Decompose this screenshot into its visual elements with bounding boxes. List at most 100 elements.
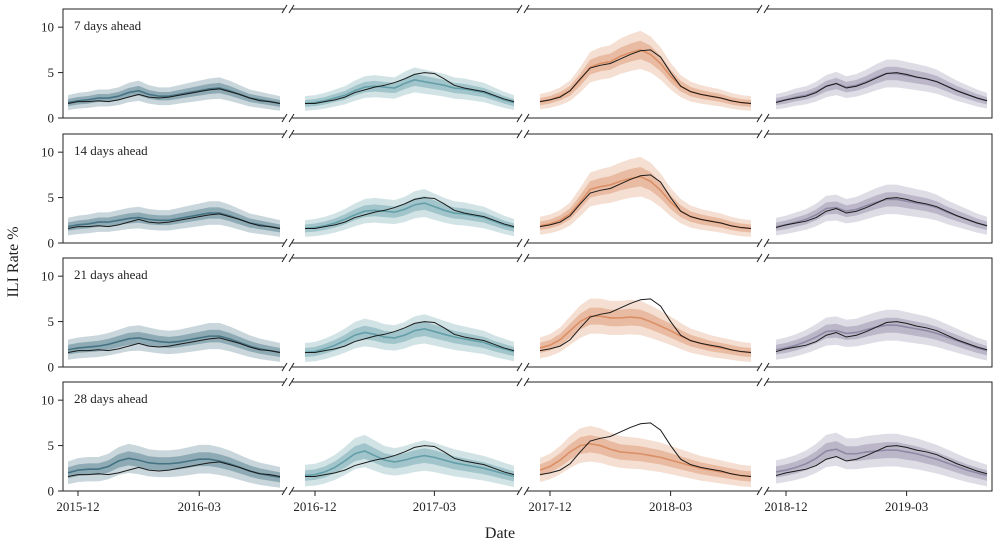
axis-break-gap — [519, 132, 527, 136]
x-tick-label: 2018-12 — [764, 499, 807, 514]
row-label: 14 days ahead — [74, 143, 148, 158]
observed-line — [305, 445, 515, 477]
rows-layer: 0 5 10 7 days ahead 0 5 10 14 days ahead 0 5 10 21 … — [41, 4, 993, 499]
y-tick-label: 10 — [41, 145, 54, 160]
outer-interval-band — [540, 426, 751, 488]
x-axis: 2015-12 2016-03 2016-12 2017-03 2017-12 2018-… — [56, 491, 928, 514]
season-2015-12 — [67, 77, 281, 111]
axis-break-mark — [516, 113, 523, 123]
axis-break-mark — [281, 377, 288, 387]
observed-line — [67, 337, 281, 353]
axis-break-mark — [523, 362, 530, 372]
panel-frame — [62, 133, 993, 244]
outer-interval-band — [305, 434, 514, 488]
axis-break-mark — [516, 362, 523, 372]
observed-line — [539, 422, 752, 477]
season-2018-12 — [775, 184, 988, 236]
axis-break-mark — [756, 4, 763, 14]
axis-break-gap — [519, 116, 527, 120]
observed-line — [539, 174, 752, 229]
axis-break-mark — [756, 253, 763, 263]
axis-break-gap — [759, 256, 767, 260]
season-2017-12 — [539, 422, 752, 488]
inner-interval-band — [776, 66, 987, 106]
axis-break-mark — [281, 362, 288, 372]
y-tick-label: 0 — [48, 484, 55, 499]
panel-row-2: 0 5 10 14 days ahead — [41, 129, 993, 251]
inner-interval-band — [540, 167, 751, 233]
outer-interval-band — [68, 77, 280, 111]
forecast-median-line — [775, 324, 988, 352]
axis-break-mark — [523, 4, 530, 14]
axis-break-gap — [519, 7, 527, 11]
outer-interval-band — [776, 309, 987, 361]
forecast-median-line — [775, 448, 988, 477]
axis-break-mark — [281, 113, 288, 123]
season-2017-12 — [539, 298, 752, 362]
season-2017-12 — [539, 156, 752, 237]
forecast-median-line — [539, 315, 752, 354]
inner-interval-band — [305, 321, 514, 357]
y-tick-label: 0 — [48, 360, 55, 375]
axis-break-gap — [284, 7, 292, 11]
panel-frame — [62, 8, 993, 119]
axis-break-mark — [523, 486, 530, 496]
outer-interval-band — [540, 156, 751, 237]
axis-break-mark — [756, 486, 763, 496]
axis-break-mark — [756, 377, 763, 387]
axis-break-mark — [756, 113, 763, 123]
observed-line — [67, 461, 281, 477]
outer-interval-band — [305, 67, 514, 111]
x-tick-label: 2018-03 — [649, 499, 692, 514]
axis-break-mark — [281, 129, 288, 139]
y-tick-label: 5 — [48, 65, 55, 80]
observed-line — [775, 445, 988, 477]
panel-frame — [62, 381, 993, 492]
season-2018-12 — [775, 432, 988, 487]
forecast-median-line — [304, 450, 515, 478]
outer-interval-band — [68, 443, 280, 488]
observed-line — [305, 72, 515, 104]
observed-line — [305, 321, 515, 353]
axis-break-mark — [516, 238, 523, 248]
axis-break-mark — [763, 253, 770, 263]
axis-break-gap — [519, 380, 527, 384]
season-2016-12 — [304, 434, 515, 488]
observed-line — [775, 197, 988, 229]
axis-break-mark — [763, 129, 770, 139]
outer-interval-band — [776, 432, 987, 487]
panel-row-1: 0 5 10 7 days ahead — [41, 4, 993, 126]
axis-break-gap — [284, 241, 292, 245]
season-2018-12 — [775, 59, 988, 110]
x-tick-label: 2017-12 — [528, 499, 571, 514]
inner-interval-band — [68, 329, 280, 357]
axis-break-gap — [759, 380, 767, 384]
axis-break-mark — [288, 129, 295, 139]
inner-interval-band — [776, 192, 987, 231]
axis-break-mark — [763, 377, 770, 387]
observed-line — [539, 49, 752, 104]
axis-break-mark — [281, 253, 288, 263]
axis-break-gap — [284, 116, 292, 120]
axis-break-mark — [516, 129, 523, 139]
axis-break-gap — [759, 116, 767, 120]
axis-break-mark — [281, 238, 288, 248]
axis-break-mark — [516, 253, 523, 263]
axis-break-mark — [288, 486, 295, 496]
axis-break-gap — [284, 489, 292, 493]
forecast-median-line — [539, 442, 752, 478]
inner-interval-band — [540, 435, 751, 482]
axis-break-mark — [763, 362, 770, 372]
inner-interval-band — [68, 451, 280, 483]
panel-row-4: 0 5 10 28 days ahead — [41, 377, 993, 499]
season-2015-12 — [67, 443, 281, 488]
inner-interval-band — [540, 307, 751, 357]
x-tick-label: 2016-12 — [293, 499, 336, 514]
axis-break-mark — [516, 377, 523, 387]
axis-break-gap — [759, 132, 767, 136]
observed-line — [775, 72, 988, 104]
y-tick-label: 10 — [41, 20, 54, 35]
outer-interval-band — [305, 189, 514, 237]
axis-break-mark — [523, 113, 530, 123]
axis-break-mark — [756, 129, 763, 139]
